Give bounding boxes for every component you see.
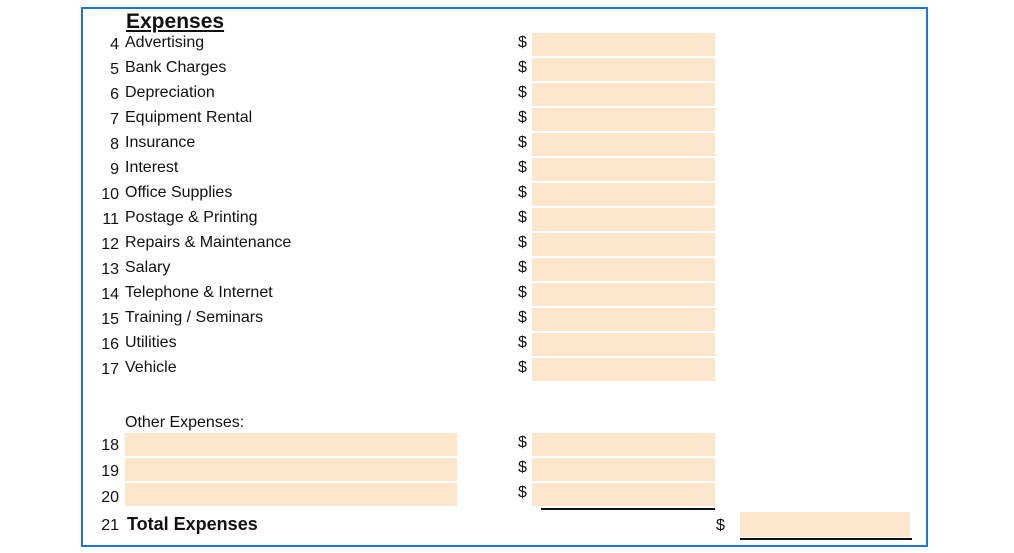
row-number: 14 [101,286,119,303]
row-number: 10 [101,186,119,203]
dollar-sign: $ [518,284,527,301]
other-expense-name-field[interactable] [125,483,457,506]
dollar-sign: $ [518,334,527,351]
amount-field[interactable] [532,158,715,181]
other-expense-row: 20 $ [0,482,1014,507]
other-expense-row: 19 $ [0,457,1014,482]
form-frame [81,7,928,547]
expense-row: 4 Advertising $ [0,32,1014,57]
expense-label: Postage & Printing [125,209,258,226]
dollar-sign: $ [518,34,527,51]
expense-row: 15 Training / Seminars $ [0,307,1014,332]
row-number: 11 [102,211,119,228]
expense-label: Vehicle [125,359,177,376]
expense-label: Utilities [125,334,177,351]
amount-field[interactable] [532,233,715,256]
dollar-sign: $ [518,309,527,326]
row-number: 20 [101,489,119,506]
amount-field[interactable] [532,83,715,106]
expense-row: 6 Depreciation $ [0,82,1014,107]
amount-field[interactable] [532,183,715,206]
expense-row: 16 Utilities $ [0,332,1014,357]
dollar-sign: $ [518,459,527,476]
row-number: 13 [101,261,119,278]
other-expense-name-field[interactable] [125,458,457,481]
dollar-sign: $ [518,109,527,126]
row-number: 9 [110,161,119,178]
total-underline [740,538,912,540]
dollar-sign: $ [518,59,527,76]
dollar-sign: $ [518,209,527,226]
row-number: 17 [101,361,119,378]
expense-label: Interest [125,159,179,176]
dollar-sign: $ [518,259,527,276]
expense-row: 10 Office Supplies $ [0,182,1014,207]
row-number: 6 [110,86,119,103]
amount-field[interactable] [532,258,715,281]
row-number: 4 [110,36,119,53]
expense-label: Insurance [125,134,196,151]
amount-field[interactable] [532,433,715,456]
expense-row: 7 Equipment Rental $ [0,107,1014,132]
dollar-sign: $ [518,134,527,151]
amount-field[interactable] [532,483,715,506]
other-expense-row: 18 $ [0,432,1014,457]
expense-row: 5 Bank Charges $ [0,57,1014,82]
amount-field[interactable] [532,308,715,331]
expense-label: Advertising [125,34,205,51]
amount-field[interactable] [532,358,715,381]
expense-row: 14 Telephone & Internet $ [0,282,1014,307]
expense-label: Office Supplies [125,184,233,201]
amount-field[interactable] [532,58,715,81]
dollar-sign: $ [518,484,527,501]
row-number: 7 [110,111,119,128]
row-number: 5 [110,61,119,78]
row-number: 19 [101,463,119,480]
row-number: 15 [101,311,119,328]
total-row-number: 21 [101,517,119,534]
amount-field[interactable] [532,208,715,231]
total-expenses-label: Total Expenses [127,514,258,534]
other-expense-name-field[interactable] [125,433,457,456]
expense-row: 9 Interest $ [0,157,1014,182]
expense-row: 11 Postage & Printing $ [0,207,1014,232]
expense-label: Training / Seminars [125,309,264,326]
amount-field[interactable] [532,133,715,156]
expense-label: Repairs & Maintenance [125,234,292,251]
dollar-sign: $ [518,159,527,176]
expense-label: Salary [125,259,171,276]
dollar-sign: $ [518,84,527,101]
amount-field[interactable] [532,33,715,56]
amount-field[interactable] [532,458,715,481]
row-number: 18 [101,437,119,454]
row-number: 12 [101,236,119,253]
expense-row: 8 Insurance $ [0,132,1014,157]
expense-label: Bank Charges [125,59,227,76]
other-expenses-heading: Other Expenses: [125,414,245,431]
total-dollar-sign: $ [716,517,725,534]
total-expenses-field[interactable] [740,512,910,537]
expense-row: 13 Salary $ [0,257,1014,282]
dollar-sign: $ [518,434,527,451]
expense-row: 17 Vehicle $ [0,357,1014,382]
expense-label: Telephone & Internet [125,284,273,301]
row-number: 8 [110,136,119,153]
amount-field[interactable] [532,108,715,131]
dollar-sign: $ [518,359,527,376]
subtotal-underline [541,508,715,510]
amount-field[interactable] [532,283,715,306]
section-title: Expenses [126,10,225,33]
dollar-sign: $ [518,184,527,201]
expense-row: 12 Repairs & Maintenance $ [0,232,1014,257]
expense-label: Depreciation [125,84,215,101]
expense-label: Equipment Rental [125,109,253,126]
dollar-sign: $ [518,234,527,251]
row-number: 16 [101,336,119,353]
amount-field[interactable] [532,333,715,356]
